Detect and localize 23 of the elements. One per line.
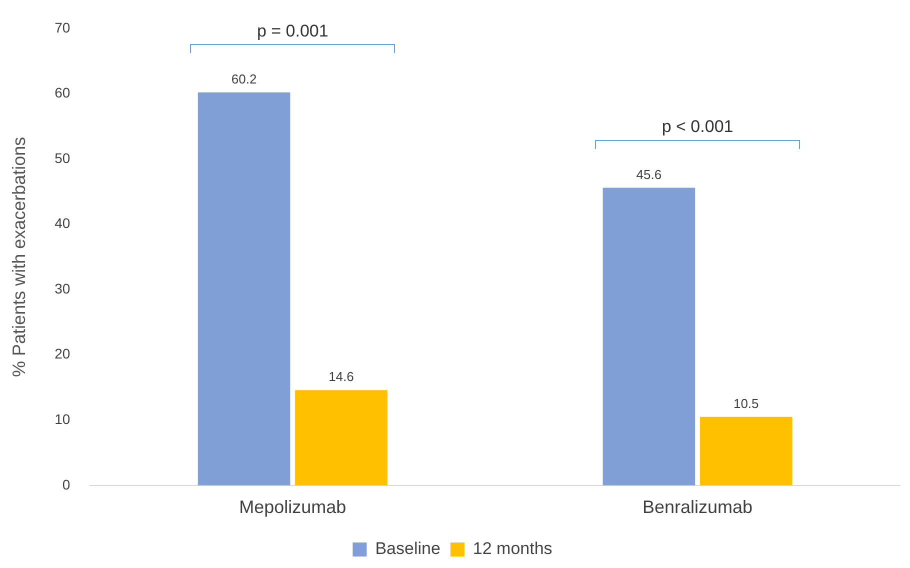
data-label: 10.5 <box>733 396 759 411</box>
annotation: p < 0.001 <box>662 116 734 136</box>
bar <box>198 92 290 486</box>
annotation: p = 0.001 <box>256 22 328 41</box>
y-tick-label: 40 <box>54 215 70 232</box>
y-tick-label: 70 <box>54 19 70 36</box>
x-tick-label: Benralizumab <box>642 497 753 518</box>
data-label: 60.2 <box>231 71 257 86</box>
bar <box>700 416 792 486</box>
y-tick-label: 20 <box>54 346 70 362</box>
data-label: 14.6 <box>328 369 354 384</box>
y-tick-label: 60 <box>54 84 70 101</box>
y-tick-label: 0 <box>62 476 70 492</box>
legend-label: 12 months <box>472 539 552 558</box>
y-axis-title: % Patients with exacerbations <box>8 136 29 377</box>
y-tick-label: 10 <box>54 410 70 427</box>
y-tick-label: 30 <box>54 280 70 296</box>
data-label: 45.6 <box>636 166 662 182</box>
legend-label: Baseline <box>375 539 440 558</box>
bar <box>295 390 388 486</box>
y-tick-label: 50 <box>54 150 70 166</box>
x-tick-label: Mepolizumab <box>239 497 346 518</box>
bar <box>602 188 696 486</box>
